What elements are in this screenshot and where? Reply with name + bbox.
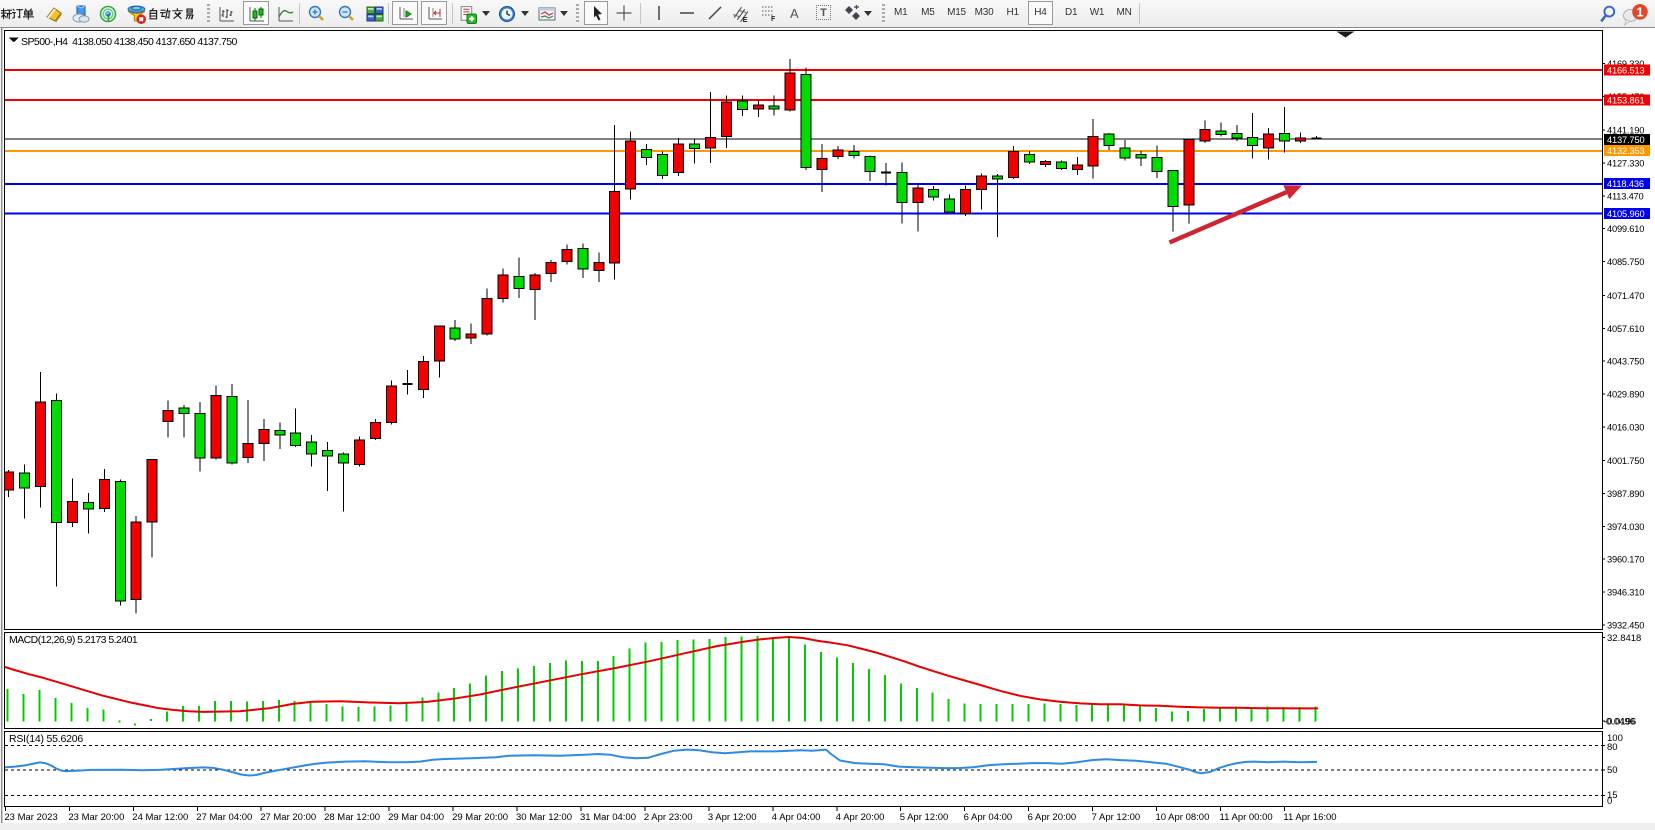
svg-text:MACD(12,26,9) 5.2173 5.2401: MACD(12,26,9) 5.2173 5.2401 [9,634,138,646]
svg-text:4166.513: 4166.513 [1607,66,1645,76]
svg-text:30 Mar 12:00: 30 Mar 12:00 [516,812,572,823]
svg-text:0: 0 [1607,796,1612,807]
svg-text:0.0496: 0.0496 [1606,717,1635,728]
svg-text:4099.610: 4099.610 [1607,224,1644,234]
svg-text:4 Apr 20:00: 4 Apr 20:00 [836,812,885,823]
svg-text:31 Mar 04:00: 31 Mar 04:00 [580,812,636,823]
svg-text:6 Apr 04:00: 6 Apr 04:00 [964,812,1013,823]
svg-text:80: 80 [1607,742,1618,753]
svg-text:15: 15 [1607,790,1618,801]
svg-text:4169.330: 4169.330 [1607,59,1644,69]
svg-text:100: 100 [1607,733,1623,744]
svg-text:3946.310: 3946.310 [1607,588,1644,598]
svg-text:3960.170: 3960.170 [1607,555,1644,565]
svg-text:4043.750: 4043.750 [1607,357,1644,367]
svg-text:24 Mar 12:00: 24 Mar 12:00 [132,812,188,823]
svg-text:SP500-,H4 4138.050 4138.450 4: SP500-,H4 4138.050 4138.450 4137.650 413… [21,36,238,48]
svg-text:4071.470: 4071.470 [1607,291,1644,301]
svg-text:50: 50 [1607,765,1618,776]
svg-text:4113.470: 4113.470 [1607,191,1644,201]
svg-text:4057.610: 4057.610 [1607,324,1644,334]
svg-text:2 Apr 23:00: 2 Apr 23:00 [644,812,693,823]
svg-text:28 Mar 12:00: 28 Mar 12:00 [324,812,380,823]
svg-text:10 Apr 08:00: 10 Apr 08:00 [1156,812,1210,823]
svg-text:4153.861: 4153.861 [1607,96,1645,106]
svg-text:4001.750: 4001.750 [1607,456,1644,466]
svg-text:23 Mar 20:00: 23 Mar 20:00 [68,812,124,823]
svg-text:4118.436: 4118.436 [1607,179,1644,189]
svg-text:23 Mar 2023: 23 Mar 2023 [4,812,57,823]
svg-text:RSI(14) 55.6206: RSI(14) 55.6206 [9,733,83,745]
svg-text:4016.030: 4016.030 [1607,422,1644,432]
svg-text:4137.750: 4137.750 [1607,135,1645,145]
svg-text:4105.960: 4105.960 [1607,209,1645,219]
svg-text:11 Apr 16:00: 11 Apr 16:00 [1283,812,1336,823]
svg-text:E: E [743,15,748,23]
svg-text:27 Mar 04:00: 27 Mar 04:00 [196,812,252,823]
svg-text:29 Mar 04:00: 29 Mar 04:00 [388,812,444,823]
svg-text:11 Apr 00:00: 11 Apr 00:00 [1220,812,1273,823]
svg-text:3974.030: 3974.030 [1607,522,1644,532]
svg-text:29 Mar 20:00: 29 Mar 20:00 [452,812,508,823]
svg-text:4085.750: 4085.750 [1607,257,1644,267]
svg-text:F: F [771,16,776,22]
svg-text:3932.450: 3932.450 [1607,620,1644,630]
svg-text:32.8418: 32.8418 [1607,633,1641,644]
svg-text:4 Apr 04:00: 4 Apr 04:00 [772,812,821,823]
svg-text:4132.353: 4132.353 [1607,146,1645,156]
svg-text:6 Apr 20:00: 6 Apr 20:00 [1028,812,1077,823]
svg-text:3 Apr 12:00: 3 Apr 12:00 [708,812,757,823]
svg-text:5 Apr 12:00: 5 Apr 12:00 [900,812,949,823]
svg-text:3987.890: 3987.890 [1607,489,1644,499]
svg-text:4141.190: 4141.190 [1607,126,1644,136]
svg-text:7 Apr 12:00: 7 Apr 12:00 [1092,812,1141,823]
svg-text:1: 1 [1637,5,1644,19]
svg-text:4127.330: 4127.330 [1607,159,1644,169]
svg-text:27 Mar 20:00: 27 Mar 20:00 [260,812,316,823]
svg-text:-0.0196: -0.0196 [1604,717,1636,728]
svg-text:4029.890: 4029.890 [1607,390,1644,400]
